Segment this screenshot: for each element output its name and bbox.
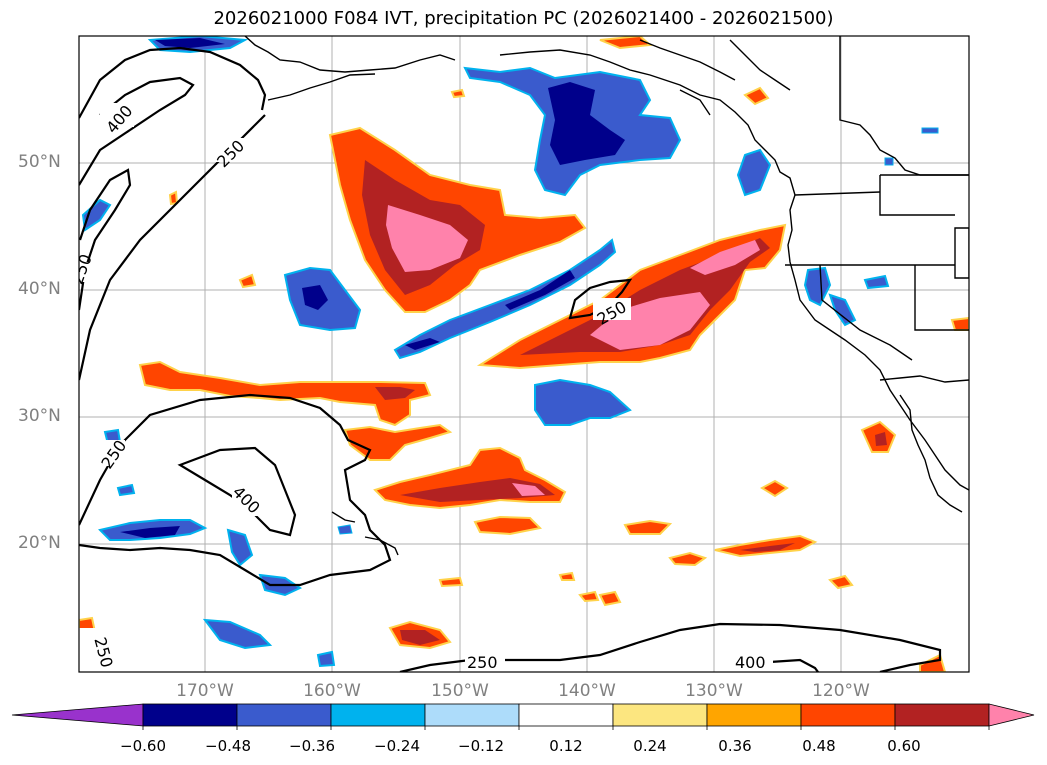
- lat-label: 40°N: [18, 279, 61, 299]
- colorbar-tick-label: −0.24: [374, 737, 420, 755]
- colorbar-cell: [424, 703, 520, 727]
- colorbar-cell: [330, 703, 426, 727]
- colorbar-extend-low: [11, 703, 144, 727]
- colorbar-tick-label: 0.12: [549, 737, 583, 755]
- lon-label: 130°W: [685, 681, 743, 701]
- lon-label: 170°W: [176, 681, 234, 701]
- colorbar-extend-high: [988, 703, 1035, 727]
- contour-label: 400: [735, 653, 766, 672]
- colorbar-tick-label: −0.60: [120, 737, 166, 755]
- colorbar-tick-label: 0.24: [633, 737, 667, 755]
- colorbar-cell: [800, 703, 896, 727]
- colorbar-tick-label: −0.12: [458, 737, 504, 755]
- colorbar-cell: [142, 703, 238, 727]
- coastlines: [244, 36, 969, 556]
- colorbar-tick-label: 0.48: [802, 737, 836, 755]
- plot-frame: [78, 35, 970, 673]
- colorbar-tick-label: −0.36: [289, 737, 335, 755]
- colorbar-cell: [706, 703, 802, 727]
- colorbar-cell: [894, 703, 990, 727]
- negative-precip-anomalies: [81, 36, 939, 668]
- lat-label: 20°N: [18, 533, 61, 553]
- map-title: 2026021000 F084 IVT, precipitation PC (2…: [213, 8, 834, 29]
- lon-label: 150°W: [431, 681, 489, 701]
- lon-label: 140°W: [558, 681, 616, 701]
- positive-precip-anomalies: [79, 36, 969, 672]
- colorbar-tick-label: −0.48: [205, 737, 251, 755]
- colorbar-cell: [236, 703, 332, 727]
- lon-label: 160°W: [303, 681, 361, 701]
- colorbar-cell: [518, 703, 614, 727]
- colorbar-tick-label: 0.36: [718, 737, 752, 755]
- lon-label: 120°W: [812, 681, 870, 701]
- colorbar-tick-label: 0.60: [887, 737, 921, 755]
- lat-label: 50°N: [18, 152, 61, 172]
- colorbar-cell: [612, 703, 708, 727]
- contour-labels: 400 250 250 250 400 250 250 250 400: [79, 101, 773, 672]
- contour-label: 250: [467, 653, 498, 672]
- lat-label: 30°N: [18, 406, 61, 426]
